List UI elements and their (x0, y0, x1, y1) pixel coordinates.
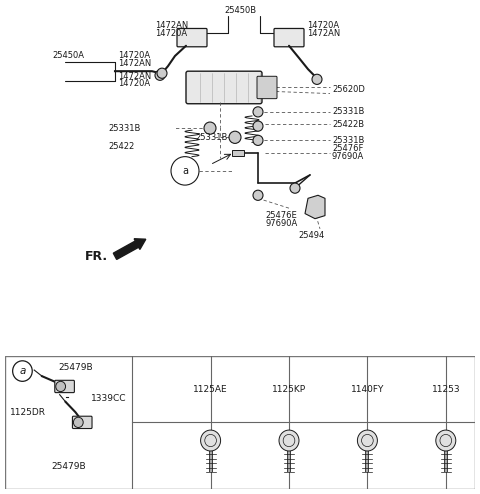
FancyBboxPatch shape (55, 380, 74, 393)
Text: 25494: 25494 (298, 232, 324, 241)
Text: 1125KP: 1125KP (272, 385, 306, 394)
Text: 11253: 11253 (432, 385, 460, 394)
FancyArrow shape (113, 239, 146, 259)
Polygon shape (305, 195, 325, 219)
FancyBboxPatch shape (72, 416, 92, 428)
Circle shape (155, 70, 165, 81)
Text: 1140FY: 1140FY (351, 385, 384, 394)
Text: 25450A: 25450A (52, 51, 84, 60)
Circle shape (253, 121, 263, 131)
Text: 25331B: 25331B (332, 107, 364, 117)
Text: 25479B: 25479B (52, 462, 86, 471)
Circle shape (253, 135, 263, 145)
Circle shape (201, 430, 221, 451)
Text: a: a (19, 366, 25, 376)
Circle shape (290, 183, 300, 193)
Text: 25620D: 25620D (332, 85, 365, 94)
Text: 14720A: 14720A (155, 29, 187, 38)
FancyBboxPatch shape (186, 71, 262, 104)
Circle shape (436, 430, 456, 451)
Circle shape (358, 430, 377, 451)
FancyBboxPatch shape (177, 29, 207, 47)
Bar (232, 150, 244, 156)
Text: 25331B: 25331B (332, 136, 364, 145)
Text: 1125DR: 1125DR (10, 408, 46, 416)
Circle shape (253, 190, 263, 201)
Text: 14720A: 14720A (118, 79, 150, 88)
Text: 25331B: 25331B (108, 124, 140, 133)
Text: a: a (182, 166, 188, 176)
Text: 97690A: 97690A (265, 219, 297, 228)
Text: 1472AN: 1472AN (155, 21, 188, 30)
Text: 14720A: 14720A (118, 51, 150, 60)
Text: 25479B: 25479B (59, 364, 93, 372)
Text: 97690A: 97690A (332, 152, 364, 161)
Circle shape (229, 131, 241, 143)
FancyBboxPatch shape (274, 29, 304, 47)
Circle shape (312, 74, 322, 84)
Circle shape (157, 68, 167, 79)
Text: 25422: 25422 (108, 142, 134, 151)
Circle shape (204, 122, 216, 134)
Text: 1339CC: 1339CC (91, 394, 127, 403)
Text: 1472AN: 1472AN (118, 59, 151, 68)
Text: 1472AN: 1472AN (307, 29, 340, 38)
Text: 25476F: 25476F (332, 144, 363, 153)
Text: 14720A: 14720A (307, 21, 339, 30)
Text: 1472AN: 1472AN (118, 72, 151, 81)
Text: 25331B: 25331B (195, 133, 228, 142)
Circle shape (253, 107, 263, 117)
Circle shape (73, 417, 83, 427)
Circle shape (279, 430, 299, 451)
Text: 25450B: 25450B (224, 5, 256, 15)
Text: 1125AE: 1125AE (193, 385, 228, 394)
Circle shape (56, 381, 66, 392)
FancyBboxPatch shape (257, 76, 277, 99)
Text: 25422B: 25422B (332, 120, 364, 128)
Text: FR.: FR. (85, 250, 108, 263)
Text: 25476E: 25476E (265, 211, 297, 220)
